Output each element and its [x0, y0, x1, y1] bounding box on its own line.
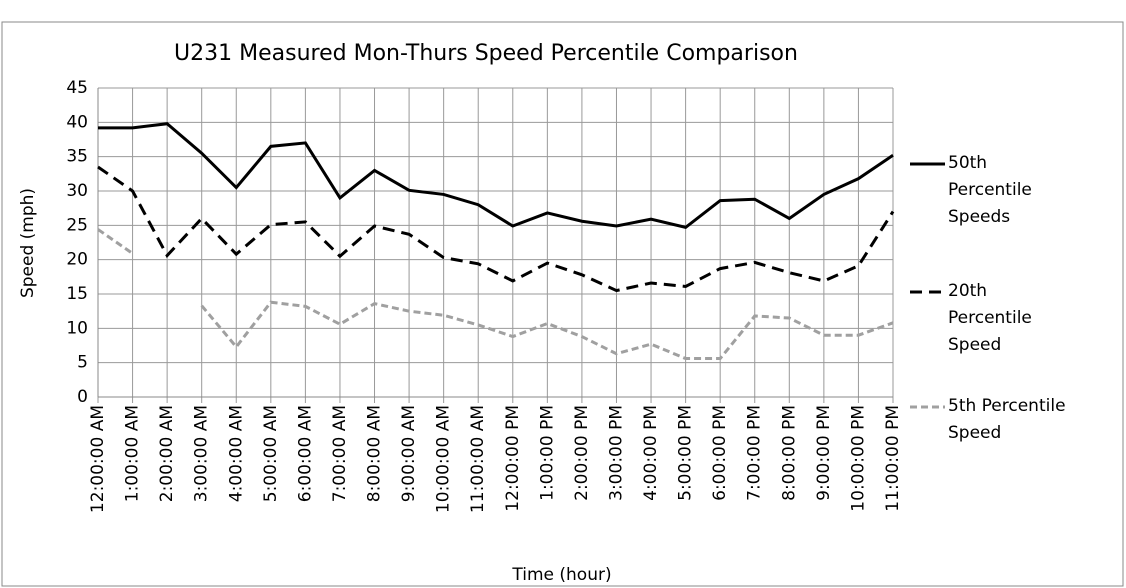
- y-tick-label: 35: [66, 147, 88, 167]
- x-tick-label: 6:00:00 PM: [710, 405, 730, 501]
- legend-label: 20th Percentile Speed: [948, 281, 1032, 355]
- x-tick-label: 5:00:00 PM: [676, 405, 696, 501]
- x-tick-label: 7:00:00 PM: [745, 405, 765, 501]
- y-tick-label: 25: [66, 215, 88, 235]
- y-tick-label: 45: [66, 78, 88, 98]
- x-tick-label: 10:00:00 AM: [434, 405, 454, 513]
- x-tick-label: 11:00:00 PM: [883, 405, 903, 512]
- chart-title: U231 Measured Mon-Thurs Speed Percentile…: [174, 41, 798, 66]
- x-tick-label: 3:00:00 PM: [606, 405, 626, 501]
- y-tick-label: 40: [66, 112, 88, 132]
- x-tick-label: 1:00:00 PM: [537, 405, 557, 501]
- x-tick-label: 10:00:00 PM: [848, 405, 868, 512]
- x-tick-label: 9:00:00 AM: [399, 405, 419, 502]
- x-tick-label: 4:00:00 PM: [641, 405, 661, 501]
- y-tick-label: 15: [66, 284, 88, 304]
- x-tick-label: 11:00:00 AM: [468, 405, 488, 513]
- y-tick-label: 5: [77, 353, 88, 373]
- x-tick-label: 6:00:00 AM: [295, 405, 315, 502]
- y-tick-label: 10: [66, 318, 88, 338]
- x-tick-label: 12:00:00 PM: [503, 405, 523, 512]
- y-tick-label: 0: [77, 387, 88, 407]
- x-tick-label: 1:00:00 AM: [123, 405, 143, 502]
- series-line: [98, 122, 894, 230]
- y-tick-label: 30: [66, 181, 88, 201]
- x-tick-label: 4:00:00 AM: [226, 405, 246, 502]
- chart-frame: [1, 21, 1124, 587]
- x-tick-label: 7:00:00 AM: [330, 405, 350, 502]
- y-tick-label: 20: [66, 250, 88, 270]
- legend-label: 5th Percentile Speed: [948, 396, 1066, 443]
- series-line: [97, 228, 894, 361]
- y-axis-title: Speed (mph): [18, 188, 38, 298]
- x-tick-label: 9:00:00 PM: [814, 405, 834, 501]
- x-tick-label: 8:00:00 AM: [365, 405, 385, 502]
- x-tick-label: 8:00:00 PM: [779, 405, 799, 501]
- x-axis-title: Time (hour): [511, 565, 611, 585]
- x-tick-label: 2:00:00 PM: [572, 405, 592, 501]
- x-tick-label: 3:00:00 AM: [192, 405, 212, 502]
- x-tick-label: 2:00:00 AM: [157, 405, 177, 502]
- series-line: [97, 165, 895, 293]
- x-tick-label: 5:00:00 AM: [261, 405, 281, 502]
- legend-label: 50th Percentile Speeds: [948, 153, 1032, 227]
- x-tick-label: 12:00:00 AM: [88, 405, 108, 513]
